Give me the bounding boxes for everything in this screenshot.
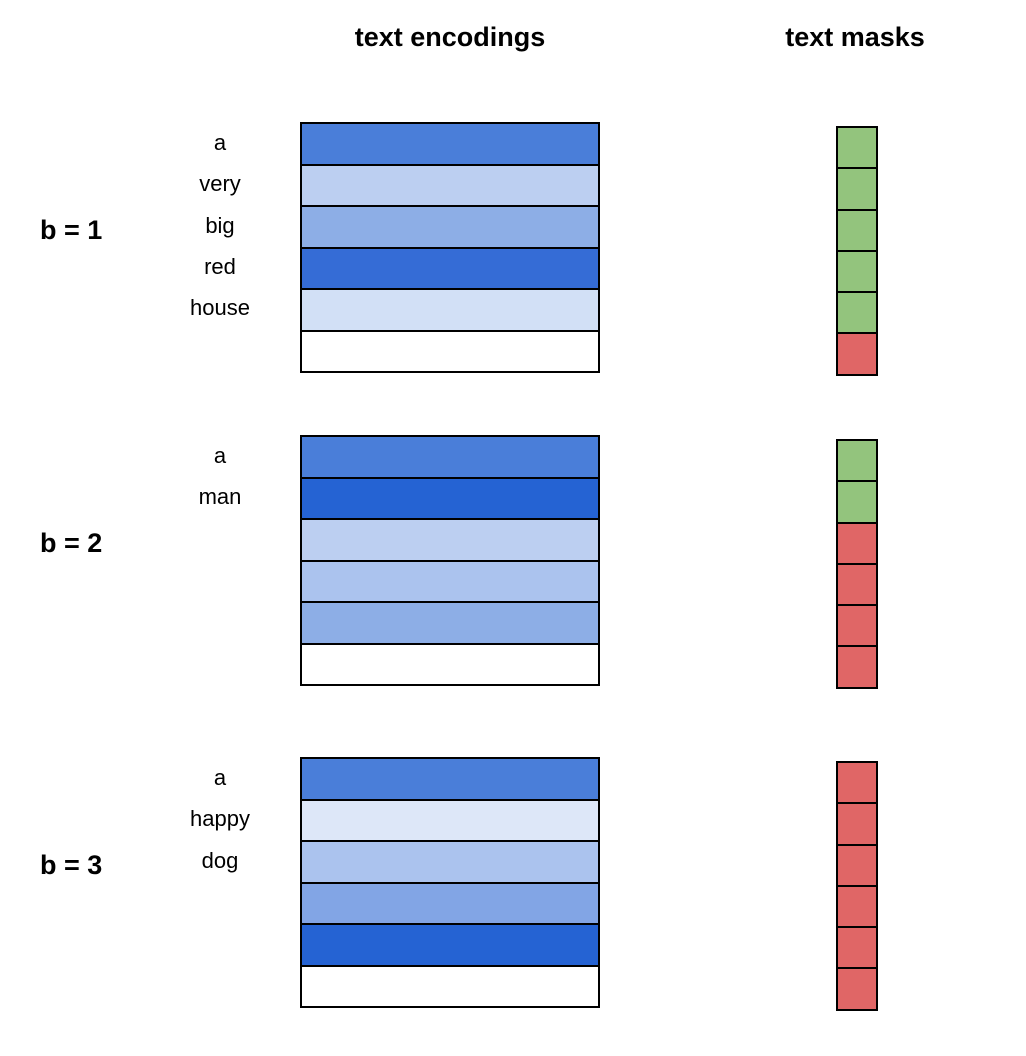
- encoding-row: [302, 207, 598, 249]
- token-list: a very big red house: [160, 122, 280, 328]
- mask-cell-true: [838, 441, 876, 482]
- encoding-row: [302, 967, 598, 1007]
- batch-label: b = 1: [40, 215, 102, 246]
- encoding-row: [302, 801, 598, 843]
- mask-cell-false: [838, 887, 876, 928]
- mask-column: [836, 439, 878, 689]
- token-label: very: [160, 163, 280, 204]
- encoding-row: [302, 332, 598, 372]
- encoding-row: [302, 166, 598, 208]
- encoding-row: [302, 437, 598, 479]
- mask-column: [836, 761, 878, 1011]
- encoding-row: [302, 925, 598, 967]
- mask-cell-true: [838, 211, 876, 252]
- mask-cell-true: [838, 482, 876, 523]
- batch-label: b = 3: [40, 850, 102, 881]
- encoding-matrix: [300, 435, 600, 686]
- token-list: a happy dog: [160, 757, 280, 881]
- mask-cell-false: [838, 928, 876, 969]
- batch-label: b = 2: [40, 528, 102, 559]
- batch-group-1: b = 1 a very big red house: [0, 122, 1026, 382]
- encoding-matrix: [300, 122, 600, 373]
- mask-cell-false: [838, 804, 876, 845]
- encoding-row: [302, 562, 598, 604]
- mask-column: [836, 126, 878, 376]
- mask-cell-false: [838, 647, 876, 686]
- header-text-masks: text masks: [760, 22, 950, 53]
- token-label: big: [160, 205, 280, 246]
- token-label: house: [160, 287, 280, 328]
- batch-group-3: b = 3 a happy dog: [0, 757, 1026, 1017]
- mask-cell-true: [838, 128, 876, 169]
- mask-cell-false: [838, 606, 876, 647]
- token-label: dog: [160, 840, 280, 881]
- token-label: a: [160, 757, 280, 798]
- encoding-row: [302, 645, 598, 685]
- encoding-matrix: [300, 757, 600, 1008]
- token-label: man: [160, 476, 280, 517]
- token-label: happy: [160, 798, 280, 839]
- mask-cell-false: [838, 334, 876, 373]
- mask-cell-false: [838, 524, 876, 565]
- mask-cell-false: [838, 846, 876, 887]
- encoding-row: [302, 290, 598, 332]
- encoding-row: [302, 884, 598, 926]
- mask-cell-false: [838, 763, 876, 804]
- encoding-row: [302, 124, 598, 166]
- encoding-row: [302, 603, 598, 645]
- encoding-row: [302, 479, 598, 521]
- batch-group-2: b = 2 a man: [0, 435, 1026, 695]
- mask-cell-false: [838, 969, 876, 1008]
- mask-cell-false: [838, 565, 876, 606]
- encoding-row: [302, 249, 598, 291]
- encoding-row: [302, 520, 598, 562]
- mask-cell-true: [838, 169, 876, 210]
- encoding-row: [302, 759, 598, 801]
- mask-cell-true: [838, 252, 876, 293]
- token-label: a: [160, 122, 280, 163]
- token-label: red: [160, 246, 280, 287]
- mask-cell-true: [838, 293, 876, 334]
- token-list: a man: [160, 435, 280, 518]
- header-text-encodings: text encodings: [300, 22, 600, 53]
- token-label: a: [160, 435, 280, 476]
- encoding-row: [302, 842, 598, 884]
